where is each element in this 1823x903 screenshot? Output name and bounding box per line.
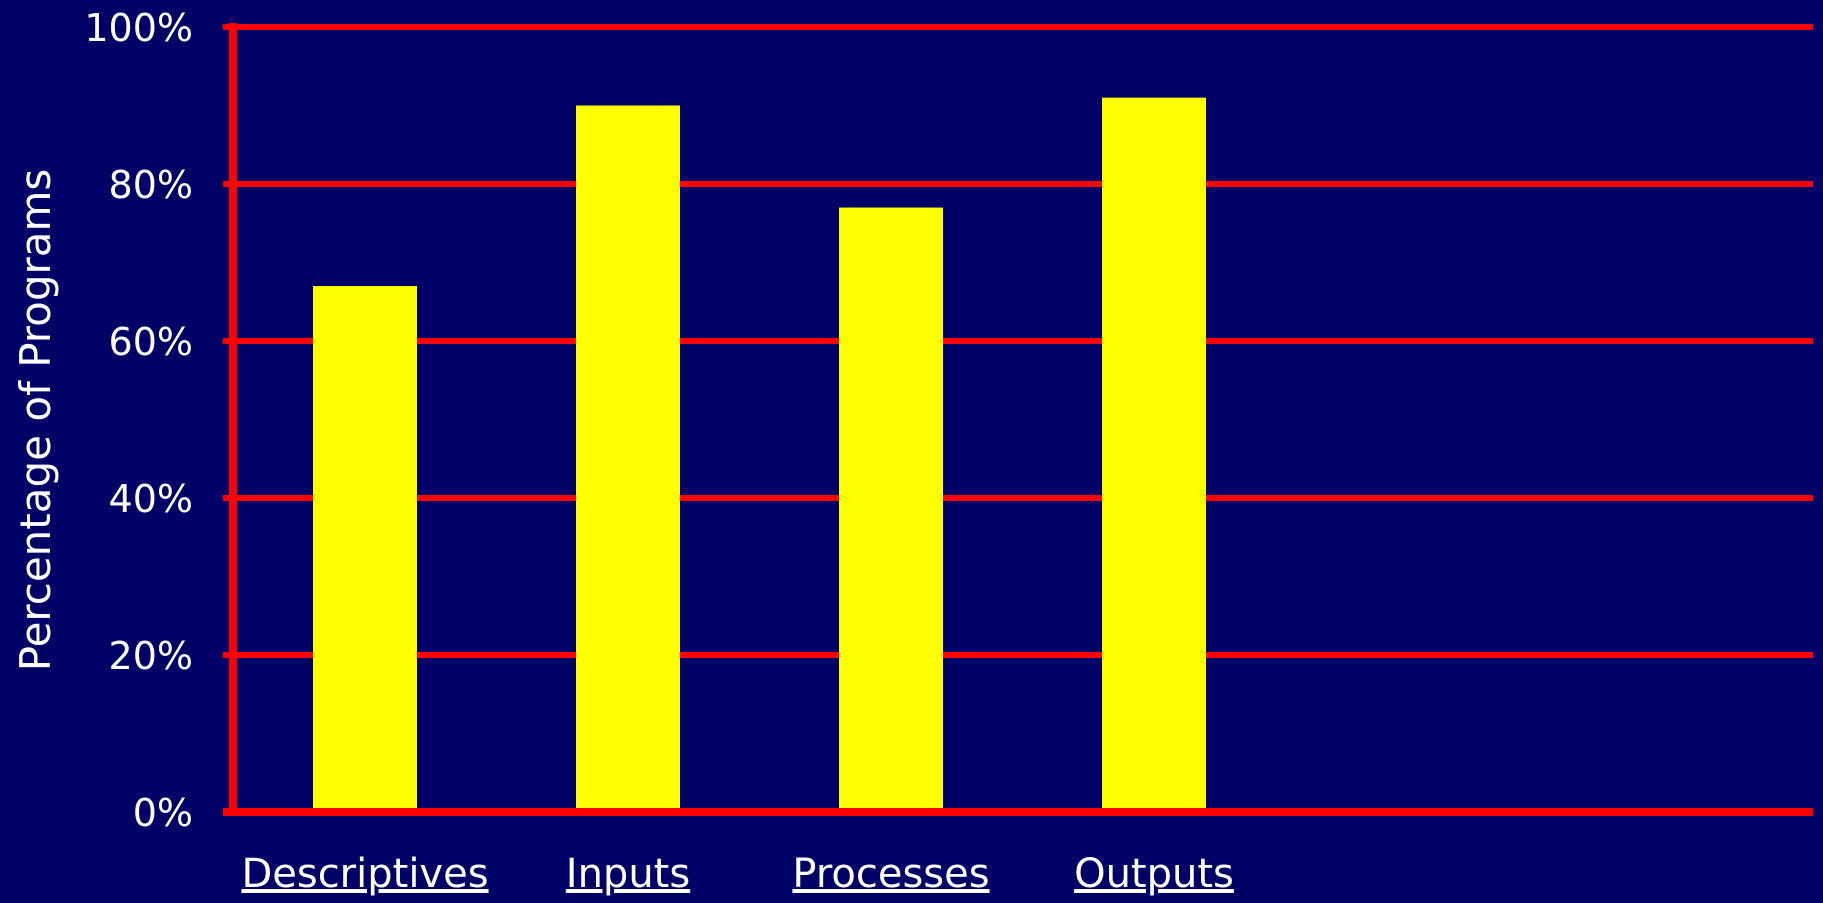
x-tick-label: Inputs xyxy=(566,851,690,897)
bar-processes xyxy=(839,207,943,809)
y-axis-title: Percentage of Programs xyxy=(11,169,60,672)
y-tick-labels: 0% 20% 40% 60% 80% 100% xyxy=(84,6,193,835)
x-tick-label: Processes xyxy=(792,851,989,897)
gridlines xyxy=(223,24,1813,658)
y-tick-label: 20% xyxy=(109,634,193,678)
y-tick-label: 60% xyxy=(109,320,193,364)
bar-inputs xyxy=(576,105,680,808)
bars xyxy=(313,97,1206,809)
axes xyxy=(223,23,1813,816)
y-tick-label: 80% xyxy=(109,163,193,207)
y-tick-label: 40% xyxy=(109,477,193,521)
x-tick-label: Outputs xyxy=(1074,851,1234,897)
y-tick-label: 100% xyxy=(84,6,193,50)
bar-outputs xyxy=(1102,97,1206,808)
y-tick-label: 0% xyxy=(133,791,193,835)
x-tick-label: Descriptives xyxy=(241,851,488,897)
bar-descriptives xyxy=(313,286,417,808)
x-tick-labels: Descriptives Inputs Processes Outputs xyxy=(241,851,1233,897)
